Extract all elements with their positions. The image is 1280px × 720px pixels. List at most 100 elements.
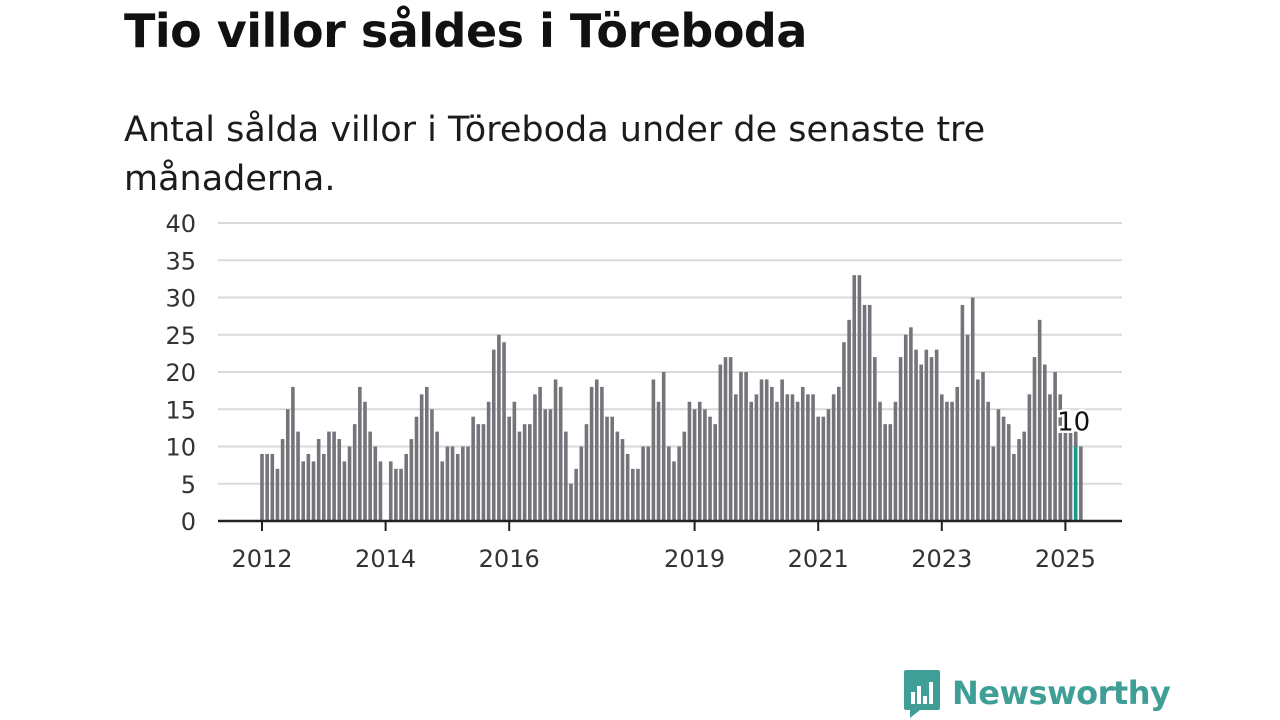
bar	[795, 401, 800, 521]
bar	[275, 468, 280, 521]
bar	[1001, 416, 1006, 521]
bar	[734, 394, 738, 521]
bar	[466, 446, 470, 521]
bar	[661, 372, 666, 521]
bar	[770, 386, 774, 521]
bar	[404, 453, 408, 521]
bar	[394, 468, 398, 521]
bar	[692, 409, 697, 521]
bar	[991, 446, 996, 521]
bar	[497, 334, 501, 521]
bar	[667, 446, 671, 521]
newsworthy-logo-icon	[904, 670, 940, 718]
bar	[363, 401, 367, 521]
bar	[893, 401, 898, 521]
bar	[919, 364, 923, 521]
bar	[311, 461, 316, 521]
bar	[1032, 357, 1037, 521]
bar	[898, 357, 903, 521]
bar	[1043, 364, 1047, 521]
bar	[327, 431, 331, 521]
y-tick-label: 0	[181, 508, 196, 536]
bar	[909, 327, 913, 521]
bar	[471, 416, 475, 521]
bar	[528, 424, 532, 521]
bar	[306, 453, 311, 521]
bar	[373, 446, 378, 521]
bar	[842, 342, 846, 521]
bar	[816, 416, 820, 521]
bar	[445, 446, 450, 521]
bar	[399, 468, 403, 521]
bar	[744, 372, 748, 521]
bar	[857, 275, 862, 521]
bar	[1058, 394, 1063, 521]
bar	[986, 401, 990, 521]
bar	[903, 334, 908, 521]
bar	[703, 409, 707, 521]
bar	[538, 386, 542, 521]
brand-logo: Newsworthy	[902, 668, 1171, 718]
bar	[316, 439, 321, 521]
bar	[352, 424, 357, 521]
bar	[1068, 431, 1073, 521]
bar	[811, 394, 815, 521]
bar	[847, 319, 851, 521]
bar	[960, 304, 965, 521]
bar	[929, 357, 934, 521]
bar	[548, 409, 553, 521]
x-tick-label: 2016	[479, 545, 540, 573]
bar	[455, 453, 460, 521]
bar	[425, 386, 429, 521]
chart-title: Tio villor såldes i Töreboda	[124, 4, 807, 58]
y-tick-label: 35	[165, 247, 196, 275]
bar	[955, 386, 960, 521]
bar	[291, 386, 295, 521]
bar	[723, 357, 728, 521]
y-tick-label: 15	[165, 396, 196, 424]
bar	[301, 461, 305, 521]
bar	[594, 379, 599, 521]
bar	[579, 446, 584, 521]
bar	[512, 401, 517, 521]
x-tick-label: 2025	[1035, 545, 1096, 573]
bar	[1053, 372, 1057, 521]
bar	[821, 416, 826, 521]
bar	[1048, 394, 1052, 521]
x-tick-label: 2021	[788, 545, 849, 573]
bar	[260, 453, 264, 521]
bar	[965, 334, 970, 521]
bar	[435, 431, 439, 521]
bar	[656, 401, 661, 521]
bar	[775, 401, 779, 521]
bar	[682, 431, 687, 521]
bar	[358, 386, 362, 521]
bar	[713, 424, 717, 521]
y-tick-label: 30	[165, 285, 196, 313]
bar	[1027, 394, 1032, 521]
data-label: 10	[1057, 408, 1090, 438]
bar	[620, 439, 625, 521]
bar	[759, 379, 764, 521]
bar	[981, 372, 985, 521]
bar	[790, 394, 795, 521]
y-tick-label: 20	[165, 359, 196, 387]
bar	[450, 446, 455, 521]
bar	[1037, 319, 1042, 521]
bar	[502, 342, 506, 521]
bar	[1006, 424, 1011, 521]
x-tick-label: 2012	[231, 545, 292, 573]
brand-name: Newsworthy	[952, 674, 1171, 712]
bar	[677, 446, 681, 521]
chart-subtitle: Antal sålda villor i Töreboda under de s…	[124, 110, 986, 199]
bar	[409, 439, 414, 521]
bar	[625, 453, 630, 521]
bar	[641, 446, 645, 521]
bar	[533, 394, 537, 521]
bar	[837, 386, 841, 521]
y-tick-label: 10	[165, 434, 196, 462]
bar	[852, 275, 857, 521]
bar	[486, 401, 491, 521]
bar	[337, 439, 342, 521]
bar	[749, 401, 754, 521]
